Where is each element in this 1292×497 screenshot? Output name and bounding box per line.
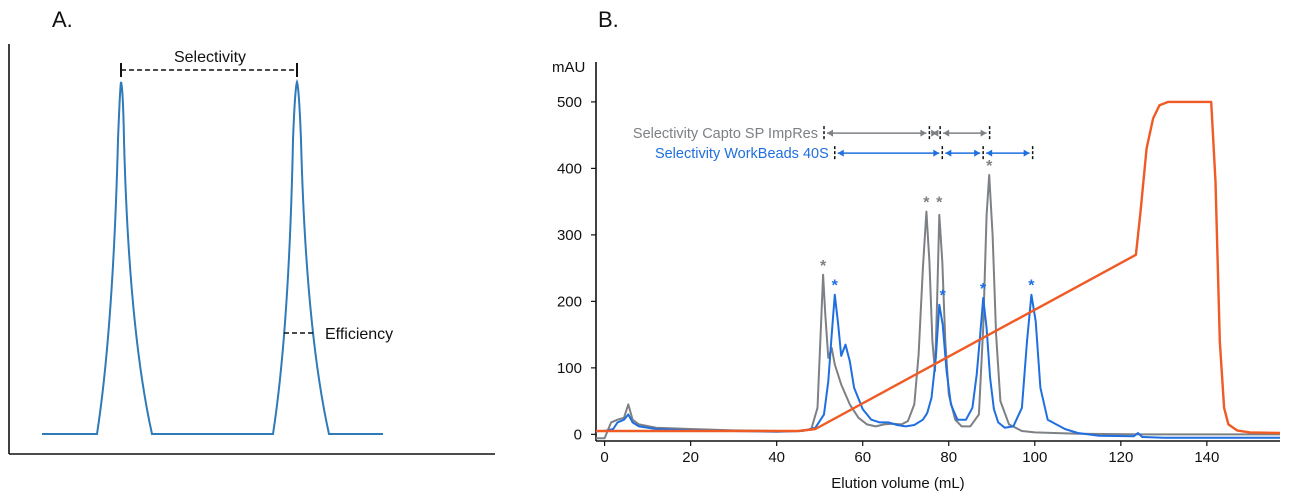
peak-asterisk: *: [980, 281, 987, 298]
selectivity-arrowhead: [1023, 149, 1030, 157]
panel-b-label: B.: [598, 7, 619, 32]
selectivity-arrowhead: [980, 129, 987, 137]
efficiency-label: Efficiency: [325, 326, 393, 343]
selectivity-arrowhead: [974, 149, 981, 157]
x-tick-label: 120: [1108, 449, 1133, 466]
y-tick-label: 200: [557, 293, 582, 310]
x-axis-title: Elution volume (mL): [831, 475, 964, 492]
y-tick-label: 0: [574, 426, 582, 443]
y-tick-label: 300: [557, 227, 582, 244]
selectivity-row-label: Selectivity Capto SP ImpRes: [633, 126, 818, 142]
selectivity-arrowhead: [943, 129, 950, 137]
panel-a-label: A.: [52, 7, 73, 32]
selectivity-bracket: [120, 63, 298, 77]
y-tick-label: 400: [557, 160, 582, 177]
peak-asterisk: *: [832, 278, 839, 295]
selectivity-arrowhead: [931, 129, 938, 137]
x-tick-label: 40: [768, 449, 785, 466]
peak-asterisk: *: [923, 195, 930, 212]
y-axis-title: mAU: [552, 59, 585, 76]
x-tick-label: 80: [940, 449, 957, 466]
selectivity-label: Selectivity: [174, 49, 246, 66]
selectivity-arrowhead: [933, 149, 940, 157]
selectivity-arrowhead: [945, 149, 952, 157]
x-tick-label: 140: [1194, 449, 1219, 466]
selectivity-arrowhead: [986, 149, 993, 157]
x-tick-label: 60: [854, 449, 871, 466]
series-line-2: [596, 100, 1281, 435]
x-tick-label: 100: [1022, 449, 1047, 466]
peak-asterisk: *: [986, 158, 993, 175]
peak-asterisk: *: [940, 288, 947, 305]
peak-asterisk: *: [1028, 278, 1035, 295]
peak-asterisk: *: [820, 258, 827, 275]
selectivity-arrowhead: [920, 129, 927, 137]
peak-asterisk: *: [936, 195, 943, 212]
series-line-0: [596, 174, 1280, 440]
selectivity-arrowhead: [837, 149, 844, 157]
chromatogram-chart: 0 20 40 60 80 100 120 140 0 100 200 300 400 500 mAU Elu…: [552, 59, 1281, 492]
x-tick-label: 0: [600, 449, 608, 466]
y-tick-label: 500: [557, 94, 582, 111]
series-line-1: [596, 293, 1280, 439]
x-tick-label: 20: [682, 449, 699, 466]
selectivity-row-label: Selectivity WorkBeads 40S: [655, 146, 829, 162]
selectivity-arrowhead: [827, 129, 833, 137]
y-tick-label: 100: [557, 360, 582, 377]
schematic-curve: [42, 78, 383, 435]
